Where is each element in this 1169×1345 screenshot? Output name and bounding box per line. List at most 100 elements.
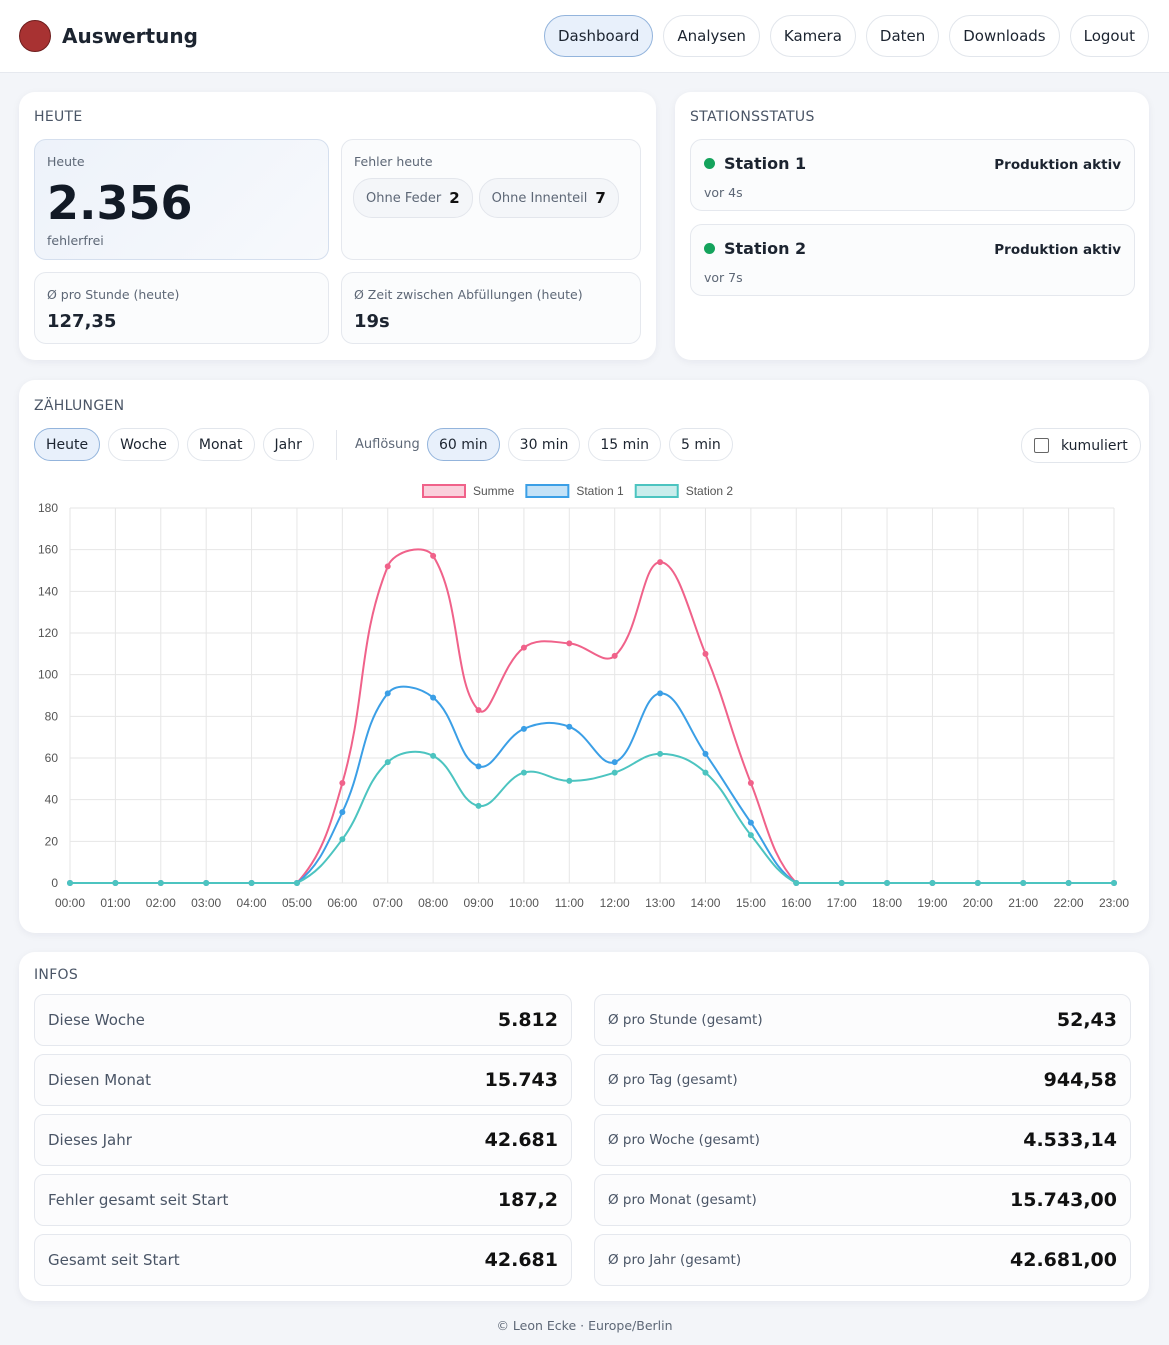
- info-label: Ø pro Tag (gesamt): [608, 1072, 738, 1088]
- station-status: Produktion aktiv: [994, 242, 1121, 258]
- station-box: Station 2 Produktion aktiv vor 7s: [690, 224, 1135, 296]
- series-line: [69, 750, 1114, 884]
- label: Fehler heute: [354, 154, 433, 169]
- data-point: [702, 769, 709, 776]
- cumulative-toggle[interactable]: kumuliert: [1021, 428, 1141, 463]
- info-value: 42.681: [484, 1129, 558, 1151]
- nav-item[interactable]: Dashboard: [543, 15, 654, 57]
- label: Ø Zeit zwischen Abfüllungen (heute): [354, 287, 583, 302]
- range-buttons: Heute Woche Monat Jahr: [34, 428, 322, 461]
- error-chip: Ohne Feder 2: [353, 178, 473, 218]
- info-row: Ø pro Jahr (gesamt) 42.681,00: [594, 1234, 1131, 1286]
- station-box: Station 1 Produktion aktiv vor 4s: [690, 139, 1135, 211]
- resolution-button[interactable]: 60 min: [427, 428, 500, 461]
- info-row: Gesamt seit Start 42.681: [34, 1234, 572, 1286]
- data-point: [475, 763, 482, 770]
- status-dot: [704, 243, 715, 254]
- data-point: [702, 750, 709, 757]
- resolution-button[interactable]: 30 min: [507, 428, 581, 461]
- y-tick-label: 80: [45, 709, 59, 723]
- data-point: [1111, 880, 1117, 886]
- x-tick-label: 09:00: [464, 896, 494, 910]
- resolution-button[interactable]: 15 min: [588, 428, 662, 461]
- station-name: Station 1: [724, 154, 807, 173]
- x-tick-label: 04:00: [237, 896, 267, 910]
- data-point: [929, 880, 936, 886]
- info-label: Ø pro Jahr (gesamt): [608, 1252, 742, 1268]
- data-point: [838, 880, 845, 886]
- y-tick-label: 180: [38, 501, 58, 515]
- interval-box: Ø Zeit zwischen Abfüllungen (heute) 19s: [341, 272, 641, 344]
- nav-item[interactable]: Logout: [1069, 15, 1149, 57]
- y-tick-label: 120: [38, 626, 58, 640]
- data-point: [747, 780, 754, 786]
- info-row: Ø pro Stunde (gesamt) 52,43: [594, 994, 1131, 1046]
- data-point: [339, 809, 346, 816]
- range-button[interactable]: Woche: [108, 428, 179, 461]
- data-point: [339, 780, 346, 786]
- card-title: HEUTE: [34, 109, 83, 125]
- value: 19s: [354, 311, 390, 332]
- nav-item[interactable]: Downloads: [949, 15, 1060, 57]
- counts-card: ZÄHLUNGEN Heute Woche Monat Jahr Auflösung …: [19, 380, 1149, 933]
- data-point: [203, 880, 210, 886]
- x-tick-label: 10:00: [509, 896, 539, 910]
- resolution-button[interactable]: 5 min: [669, 428, 733, 461]
- data-point: [157, 880, 164, 886]
- data-point: [566, 777, 573, 784]
- brand: Auswertung: [62, 24, 198, 48]
- x-tick-label: 01:00: [100, 896, 130, 910]
- x-tick-label: 13:00: [645, 896, 675, 910]
- divider: [336, 430, 337, 460]
- range-button[interactable]: Jahr: [262, 428, 314, 461]
- y-tick-label: 140: [38, 584, 58, 598]
- infos-card: INFOS Diese Woche 5.812 Diesen Monat 15.743…: [19, 952, 1149, 1301]
- x-tick-label: 18:00: [872, 896, 902, 910]
- info-label: Diese Woche: [48, 1011, 145, 1029]
- legend-label: Summe: [473, 484, 515, 498]
- resolution-label: Auflösung: [355, 437, 420, 452]
- legend-label: Station 2: [686, 484, 734, 498]
- nav-item[interactable]: Daten: [865, 15, 940, 57]
- info-label: Diesen Monat: [48, 1071, 151, 1089]
- error-count: 2: [449, 189, 460, 207]
- x-tick-label: 16:00: [781, 896, 811, 910]
- nav-item[interactable]: Kamera: [769, 15, 856, 57]
- station-name-row: Station 1: [704, 154, 806, 173]
- checkbox[interactable]: [1034, 438, 1049, 453]
- x-tick-label: 08:00: [418, 896, 448, 910]
- info-label: Ø pro Stunde (gesamt): [608, 1012, 763, 1028]
- info-value: 944,58: [1043, 1069, 1117, 1091]
- x-tick-label: 14:00: [690, 896, 720, 910]
- station-seen: vor 7s: [704, 270, 743, 285]
- info-value: 42.681: [484, 1249, 558, 1271]
- nav-item[interactable]: Analysen: [663, 15, 760, 57]
- data-point: [702, 650, 709, 657]
- y-tick-label: 40: [45, 793, 59, 807]
- x-tick-label: 02:00: [146, 896, 176, 910]
- data-point: [657, 559, 664, 566]
- per-hour-box: Ø pro Stunde (heute) 127,35: [34, 272, 329, 344]
- error-count: 7: [595, 189, 606, 207]
- info-label: Dieses Jahr: [48, 1131, 132, 1149]
- data-point: [384, 563, 391, 570]
- y-tick-label: 100: [38, 668, 58, 682]
- x-tick-label: 05:00: [282, 896, 312, 910]
- data-point: [293, 880, 300, 886]
- data-point: [384, 759, 391, 766]
- info-row: Ø pro Monat (gesamt) 15.743,00: [594, 1174, 1131, 1226]
- data-point: [67, 880, 73, 886]
- status-dot: [704, 158, 715, 169]
- data-point: [430, 752, 437, 759]
- x-tick-label: 11:00: [555, 896, 584, 910]
- footer: © Leon Ecke · Europe/Berlin: [496, 1318, 673, 1333]
- range-button[interactable]: Monat: [186, 428, 255, 461]
- y-tick-label: 0: [51, 876, 58, 890]
- card-title: STATIONSSTATUS: [690, 109, 815, 125]
- info-value: 187,2: [497, 1189, 558, 1211]
- info-row: Diesen Monat 15.743: [34, 1054, 572, 1106]
- range-button[interactable]: Heute: [34, 428, 101, 461]
- data-point: [566, 640, 573, 647]
- station-name: Station 2: [724, 239, 807, 258]
